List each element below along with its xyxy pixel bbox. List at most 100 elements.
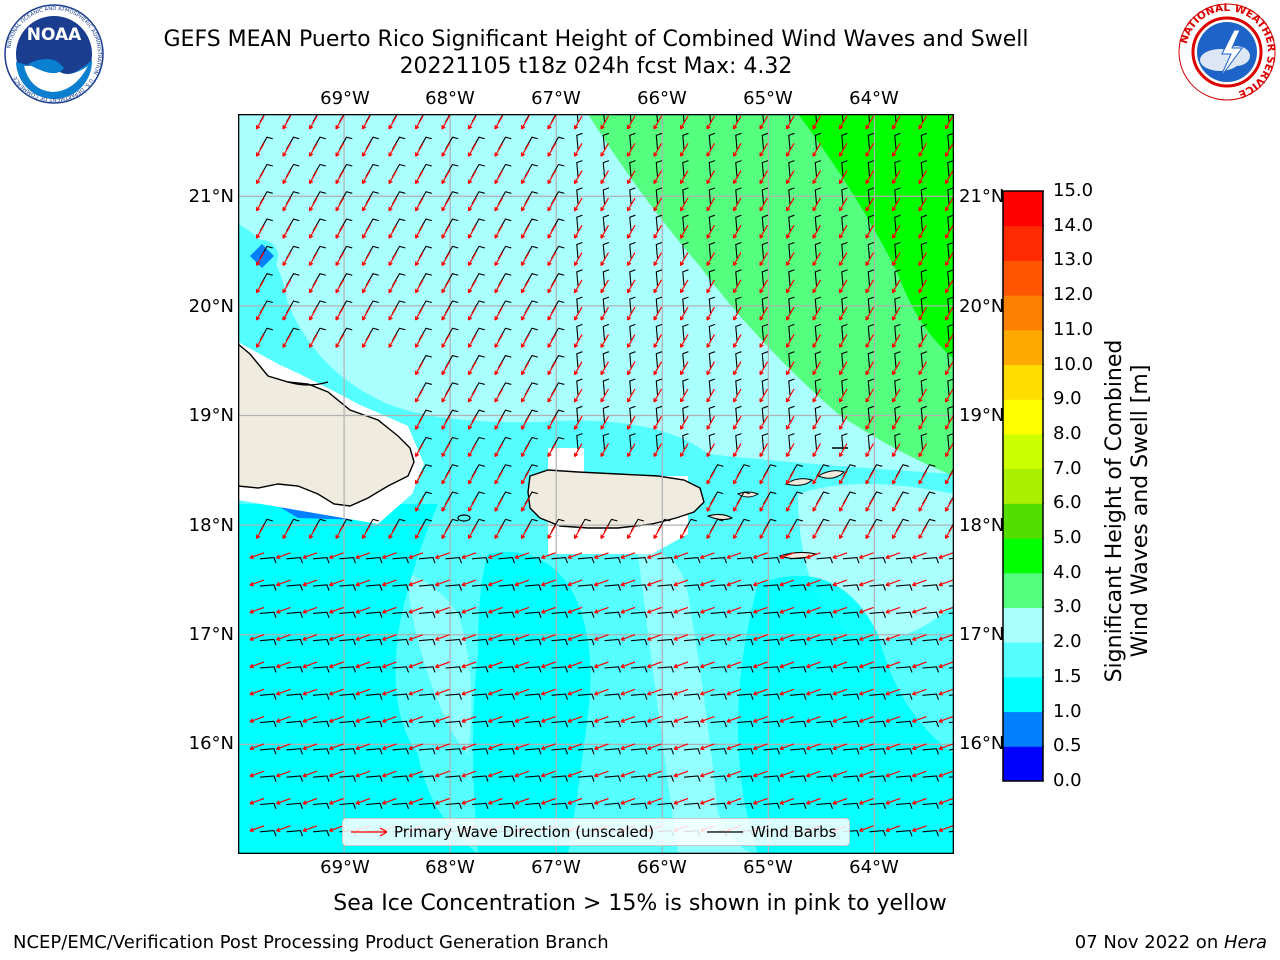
wave-arrow [944,197,954,212]
wind-barb [365,611,383,619]
colorbar-segment [1003,364,1043,400]
wave-arrow [646,661,662,669]
wind-barb [471,720,489,728]
wave-arrow [467,306,477,321]
wave-arrow [361,143,371,157]
wave-arrow [785,443,795,458]
wind-barb [286,802,304,810]
wave-arrow [593,634,609,641]
lat-tick-right: 20°N [959,296,1005,317]
wave-arrow [487,716,503,723]
wind-barb [683,720,701,728]
wave-arrow [726,634,742,641]
wind-barb [286,775,304,782]
wind-barb [842,638,860,646]
wind-barb [655,405,663,423]
wind-barb [445,720,463,728]
wave-arrow [805,716,821,723]
lon-tick-top: 68°W [425,88,475,109]
wind-barb [816,556,834,564]
wave-arrow [355,688,371,696]
wave-arrow [335,525,345,539]
colorbar-tick-label: 12.0 [1053,284,1094,306]
wind-barb [259,802,277,810]
wind-barb [708,132,716,150]
wave-arrow [487,688,503,696]
lon-tick-top: 69°W [320,88,370,109]
wind-barb [445,802,463,810]
wave-arrow [328,579,344,587]
wind-barb [789,556,807,564]
virgin-island-st-thomas [784,478,813,486]
wave-arrow [673,797,689,805]
wave-arrow [812,170,822,185]
wind-barb [789,775,807,782]
wind-barb [604,775,622,782]
wave-arrow [328,552,344,560]
wind-barb [392,720,410,728]
wave-arrow [891,497,901,512]
wave-arrow [335,334,345,348]
wave-arrow [918,306,928,321]
wave-arrow [732,252,742,266]
wind-barb [947,378,954,396]
wave-arrow [441,115,451,130]
wave-arrow [600,415,610,430]
wave-arrow [673,743,689,751]
wind-barb [922,638,940,646]
wave-arrow [911,743,927,751]
title-line-2: 20221105 t18z 024h fcst Max: 4.32 [399,54,793,79]
colorbar-tick-label: 14.0 [1053,214,1094,236]
wave-arrow [567,688,583,696]
wave-arrow [547,388,557,403]
wave-arrow [620,743,636,751]
wave-arrow [759,252,769,266]
wave-arrow [885,688,901,696]
wind-barb [365,584,383,591]
wind-barb [418,775,436,782]
wind-barb [947,187,954,204]
wave-arrow [275,552,291,560]
wave-arrow [918,361,928,376]
colorbar-label-line2: Wind Waves and Swell [m] [1128,364,1153,658]
wave-arrow [944,143,954,157]
wave-arrow [520,334,530,348]
wind-barb [471,775,489,782]
wind-barb [814,241,822,259]
wave-arrow [944,443,954,458]
wave-arrow [573,388,583,403]
wind-barb [524,638,542,646]
wind-barb [788,241,795,259]
colorbar-segment [1003,295,1043,331]
wave-arrow [865,334,875,348]
wind-barb [842,556,860,564]
wave-arrow [408,634,424,641]
sea-ice-note: Sea Ice Concentration > 15% is shown in … [333,891,947,916]
wind-barb [841,405,848,423]
wave-arrow [388,306,398,321]
wave-arrow [494,252,504,266]
wave-arrow [838,279,848,294]
wave-arrow [467,470,477,485]
wind-barb [789,802,807,810]
wave-arrow [408,716,424,723]
wave-arrow [653,224,663,239]
wave-arrow [567,770,583,778]
wave-arrow [805,579,821,587]
wave-arrow [381,688,397,696]
wind-barb [657,693,675,700]
wind-barb [922,611,940,619]
wind-barb [392,638,410,646]
wind-barb [551,638,569,646]
wind-barb [683,556,701,564]
wind-barb [842,802,860,810]
wind-barb [761,405,769,423]
wind-barb [524,720,542,728]
wind-barb [524,748,542,755]
wave-arrow [381,579,397,587]
wind-barb [816,775,834,782]
wind-barb [392,666,410,673]
wave-arrow [414,170,424,185]
wind-barb [259,666,277,673]
wave-arrow [593,688,609,696]
